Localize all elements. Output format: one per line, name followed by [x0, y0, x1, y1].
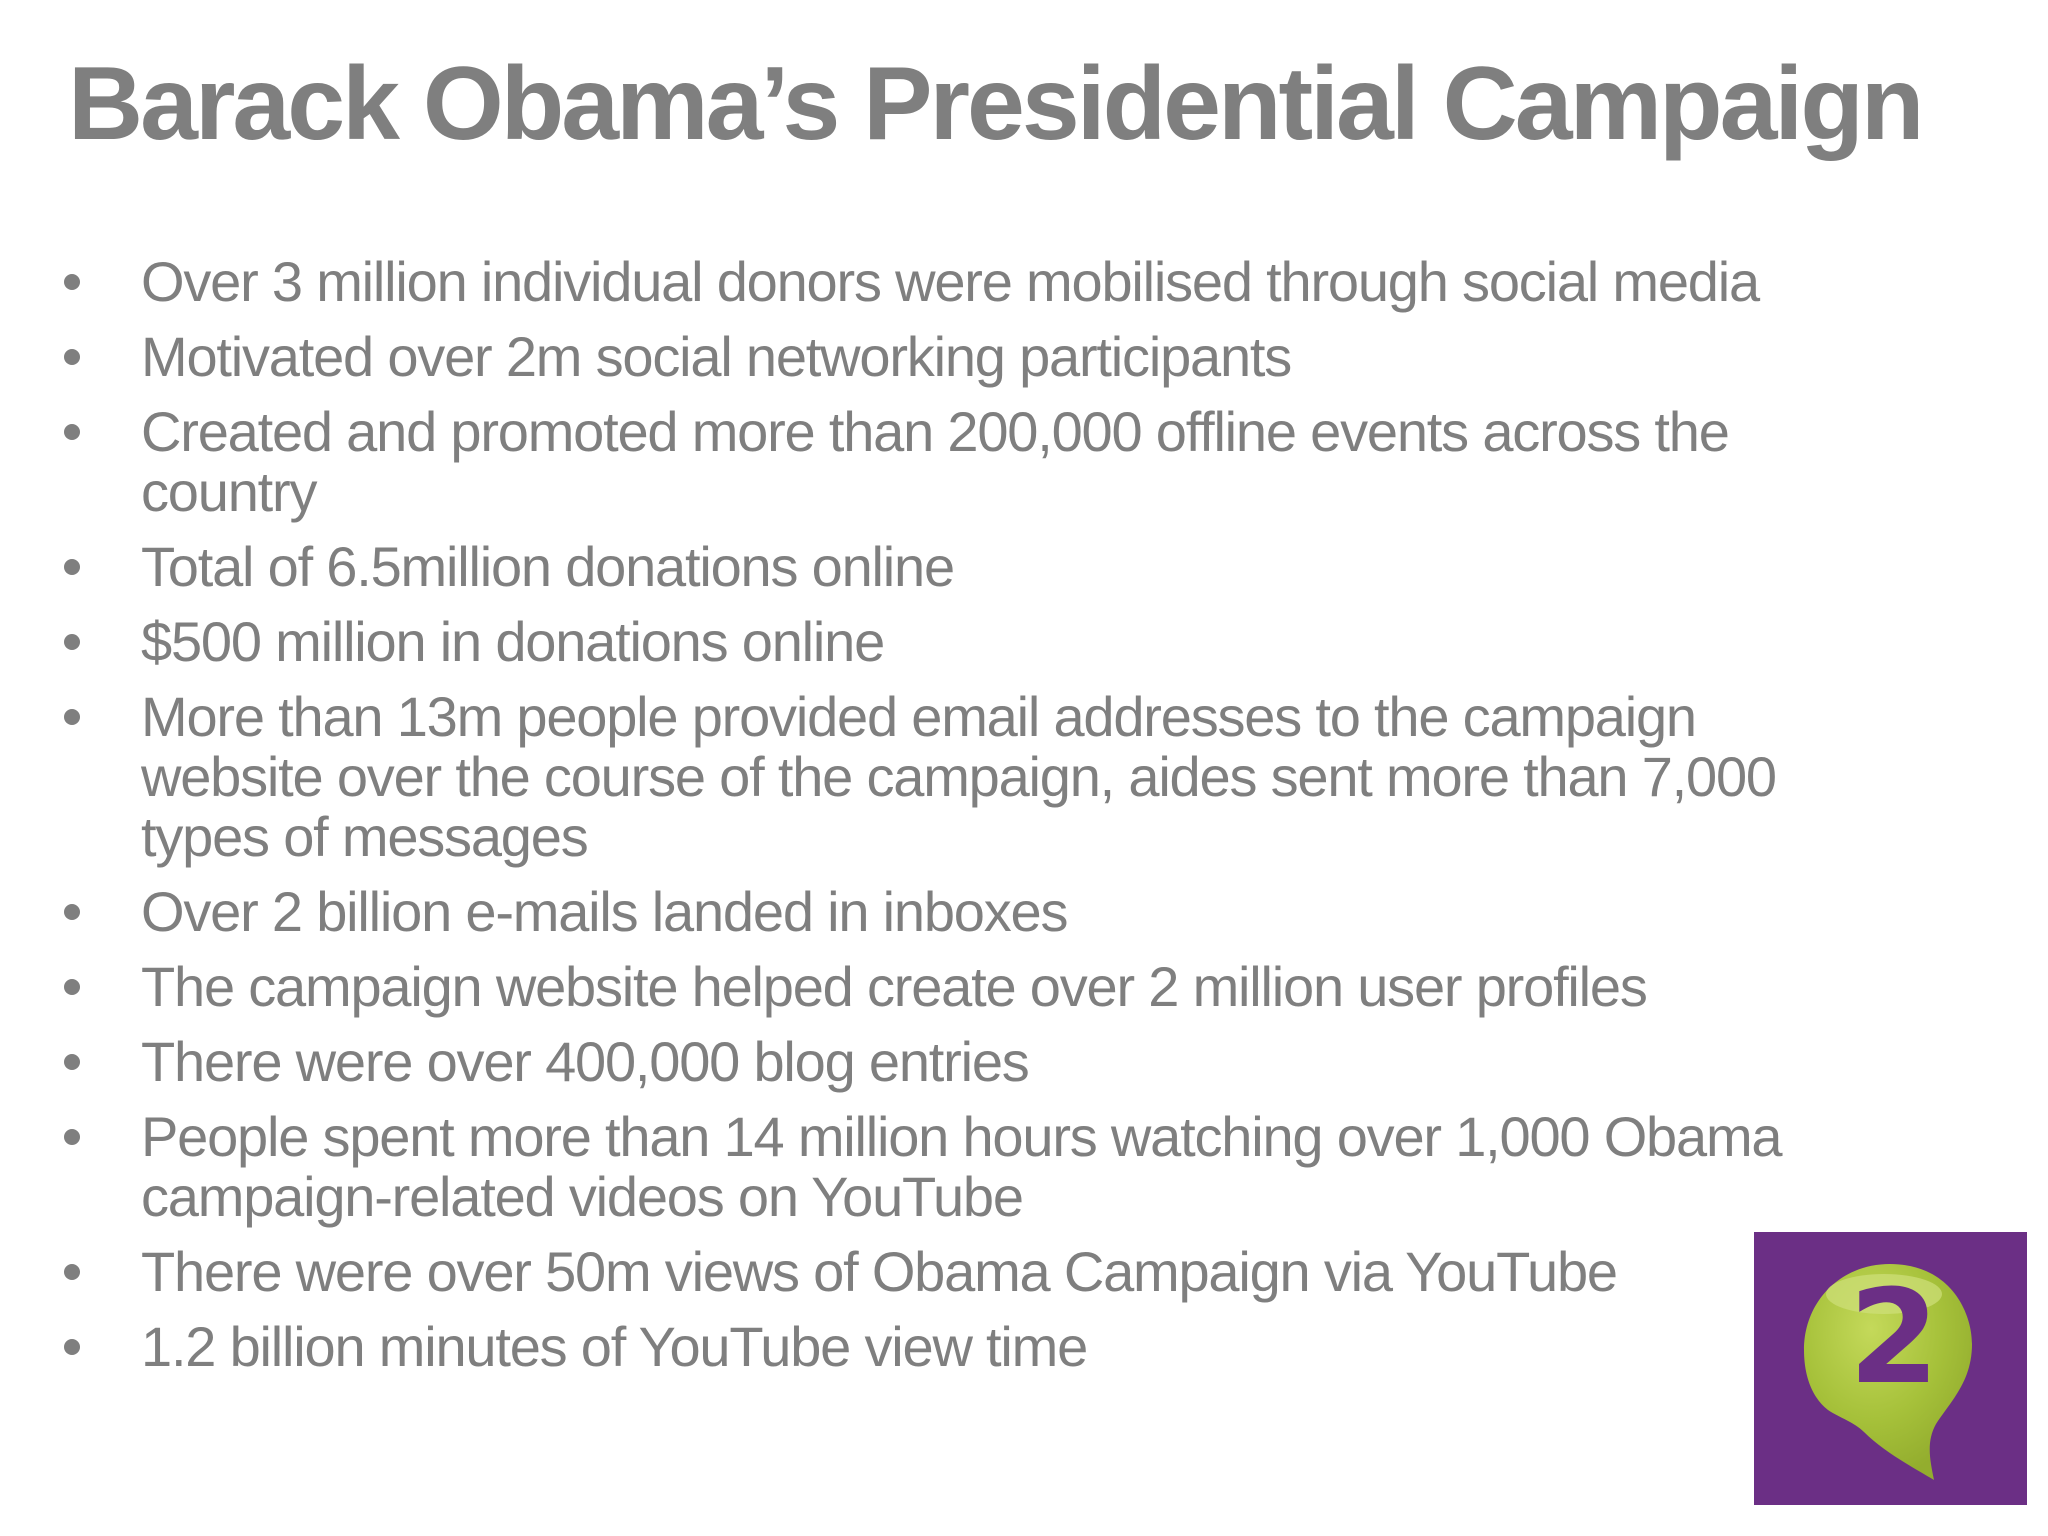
bullet-text-continued: types of messages	[141, 805, 589, 868]
bullet-list: Over 3 million individual donors were mo…	[0, 252, 2048, 1392]
bullet-text: 1.2 billion minutes of YouTube view time	[141, 1315, 1088, 1378]
bullet-text: $500 million in donations online	[141, 610, 885, 673]
bullet-text: Over 3 million individual donors were mo…	[141, 250, 1760, 313]
bullet-item: $500 million in donations online	[0, 612, 2048, 672]
bullet-text: There were over 50m views of Obama Campa…	[141, 1240, 1618, 1303]
bullet-text: People spent more than 14 million hours …	[141, 1105, 1783, 1168]
bullet-text: Created and promoted more than 200,000 o…	[141, 400, 1730, 463]
bullet-text: Total of 6.5million donations online	[141, 535, 955, 598]
bullet-item: There were over 50m views of Obama Campa…	[0, 1242, 2048, 1302]
bullet-dot-icon	[64, 349, 80, 365]
bullet-dot-icon	[64, 1129, 80, 1145]
bullet-text: There were over 400,000 blog entries	[141, 1030, 1030, 1093]
bullet-dot-icon	[64, 709, 80, 725]
bullet-item: There were over 400,000 blog entries	[0, 1032, 2048, 1092]
bullet-dot-icon	[64, 559, 80, 575]
bullet-text: Motivated over 2m social networking part…	[141, 325, 1292, 388]
bullet-item: Created and promoted more than 200,000 o…	[0, 402, 2048, 522]
bullet-dot-icon	[64, 1339, 80, 1355]
bullet-item: Total of 6.5million donations online	[0, 537, 2048, 597]
svg-text:2: 2	[1849, 1261, 1939, 1413]
bullet-dot-icon	[64, 424, 80, 440]
bullet-text-continued: country	[141, 460, 317, 523]
bullet-dot-icon	[64, 634, 80, 650]
bullet-item: People spent more than 14 million hours …	[0, 1107, 2048, 1227]
bullet-item: Over 3 million individual donors were mo…	[0, 252, 2048, 312]
bullet-dot-icon	[64, 979, 80, 995]
bullet-item: Motivated over 2m social networking part…	[0, 327, 2048, 387]
speech-bubble-icon: 2	[1804, 1261, 1972, 1480]
bullet-item: The campaign website helped create over …	[0, 957, 2048, 1017]
bullet-dot-icon	[64, 1054, 80, 1070]
bullet-text-continued: website over the course of the campaign,…	[141, 745, 1777, 808]
slide-title: Barack Obama’s Presidential Campaign	[68, 46, 1924, 162]
bullet-item: Over 2 billion e-mails landed in inboxes	[0, 882, 2048, 942]
bullet-dot-icon	[64, 1264, 80, 1280]
bullet-dot-icon	[64, 904, 80, 920]
bullet-text: Over 2 billion e-mails landed in inboxes	[141, 880, 1068, 943]
bullet-item: 1.2 billion minutes of YouTube view time	[0, 1317, 2048, 1377]
bullet-item: More than 13m people provided email addr…	[0, 687, 2048, 867]
bullet-text: More than 13m people provided email addr…	[141, 685, 1697, 748]
bullet-text: The campaign website helped create over …	[141, 955, 1648, 1018]
speech-bubble-2-logo: 2	[1754, 1232, 2027, 1505]
bullet-dot-icon	[64, 274, 80, 290]
bullet-text-continued: campaign-related videos on YouTube	[141, 1165, 1024, 1228]
